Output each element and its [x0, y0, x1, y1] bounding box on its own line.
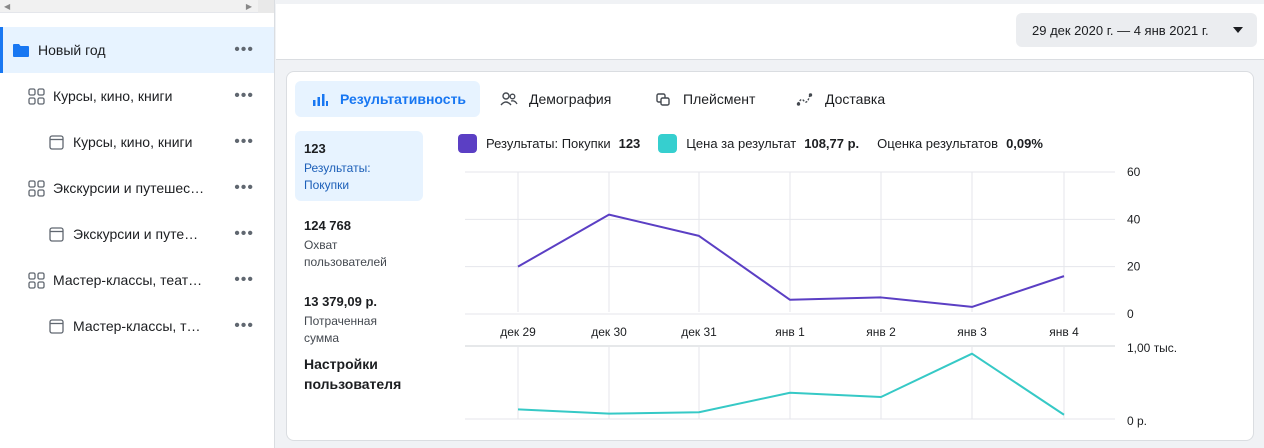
legend-swatch-results[interactable]	[458, 133, 477, 153]
tree-item-label: Мастер-классы, теа...	[73, 318, 205, 334]
x-tick-label: янв 2	[866, 325, 896, 339]
scroll-left-icon[interactable]: ◀	[4, 2, 11, 11]
adset-grid-icon	[27, 179, 45, 197]
legend-label: Цена за результат	[686, 135, 797, 151]
tree-item-label: Курсы, кино, книги	[53, 88, 173, 104]
tab-label: Доставка	[825, 91, 886, 107]
tree-item[interactable]: Курсы, кино, книги •••	[0, 73, 274, 119]
tree-item[interactable]: Экскурсии и путешест... •••	[0, 165, 274, 211]
tree-item[interactable]: Курсы, кино, книги •••	[0, 119, 274, 165]
y-tick-label: 40	[1127, 212, 1141, 226]
legend-swatch-cost[interactable]	[658, 133, 678, 153]
legend-value: 0,09%	[1006, 135, 1043, 151]
tree-item-label: Экскурсии и путешест...	[53, 180, 205, 196]
ad-window-icon	[47, 225, 65, 243]
user-settings-link[interactable]: Настройки пользователя	[304, 356, 402, 392]
metric-spend[interactable]: 13 379,09 р. Потраченная сумма	[295, 284, 423, 345]
tree-item-label: Мастер-классы, театр, ...	[53, 272, 205, 288]
y-tick-label: 0 р.	[1127, 414, 1147, 428]
tab-label: Результативность	[340, 91, 467, 107]
metric-label: Потраченная сумма	[304, 314, 377, 345]
more-options-icon[interactable]: •••	[234, 225, 254, 242]
people-icon	[499, 89, 519, 109]
more-options-icon[interactable]: •••	[234, 87, 254, 104]
x-tick-label: дек 31	[681, 325, 717, 339]
metric-label: Охват пользователей	[304, 238, 387, 269]
tree-item[interactable]: Мастер-классы, теа... •••	[0, 303, 274, 349]
tree-item[interactable]: Новый год •••	[0, 27, 274, 73]
tree-item[interactable]: Мастер-классы, театр, ... •••	[0, 257, 274, 303]
x-tick-label: янв 3	[957, 325, 987, 339]
tab-placement[interactable]: Плейсмент	[653, 81, 768, 117]
tab-performance[interactable]: Результативность	[295, 81, 480, 117]
delivery-icon	[795, 89, 815, 109]
tab-label: Плейсмент	[683, 91, 756, 107]
scroll-right-icon[interactable]: ▶	[245, 2, 252, 11]
series-line-cost	[517, 352, 1065, 416]
ad-window-icon	[47, 133, 65, 151]
ad-window-icon	[47, 317, 65, 335]
legend-value: 123	[618, 135, 641, 151]
metric-results[interactable]: 123 Результаты: Покупки	[295, 131, 423, 201]
performance-chart: 60 40 20 0 дек 29 дек 30 дек 31 янв 1 янв 2 янв 3…	[465, 165, 1177, 428]
date-range-label: 29 дек 2020 г. — 4 янв 2021 г.	[1032, 22, 1209, 38]
tree-item-label: Экскурсии и путеше...	[73, 226, 205, 242]
legend-label: Результаты: Покупки	[486, 135, 611, 151]
more-options-icon[interactable]: •••	[234, 179, 254, 196]
metric-value: 123	[304, 141, 326, 156]
tab-delivery[interactable]: Доставка	[795, 81, 905, 117]
tree-item[interactable]: Экскурсии и путеше... •••	[0, 211, 274, 257]
adset-grid-icon	[27, 271, 45, 289]
x-tick-label: дек 29	[500, 325, 536, 339]
tree-item-label: Курсы, кино, книги	[73, 134, 193, 150]
series-line-results	[517, 213, 1065, 308]
more-options-icon[interactable]: •••	[234, 271, 254, 288]
x-tick-label: янв 4	[1049, 325, 1079, 339]
y-tick-label: 1,00 тыс.	[1127, 341, 1177, 355]
metric-value: 13 379,09 р.	[304, 294, 377, 309]
tab-demographics[interactable]: Демография	[499, 81, 629, 117]
insights-card: Результативность Демография Плейсмент До…	[286, 71, 1254, 441]
metric-value: 124 768	[304, 218, 351, 233]
legend-value: 108,77 р.	[804, 135, 860, 151]
tab-label: Демография	[529, 91, 612, 107]
bar-chart-icon	[310, 89, 330, 109]
campaign-tree-sidebar: ◀ ▶ Новый год ••• Курсы, кино, книги ••• Кур…	[0, 0, 275, 448]
y-tick-label: 20	[1127, 260, 1141, 274]
more-options-icon[interactable]: •••	[234, 133, 254, 150]
horizontal-scrollbar[interactable]: ◀ ▶	[0, 0, 258, 13]
x-tick-label: дек 30	[591, 325, 627, 339]
tree-item-label: Новый год	[38, 42, 106, 58]
y-tick-label: 0	[1127, 307, 1134, 321]
x-tick-label: янв 1	[775, 325, 805, 339]
metric-label: Результаты: Покупки	[304, 161, 371, 192]
more-options-icon[interactable]: •••	[234, 317, 254, 334]
chart-legend: Результаты: Покупки 123 Цена за результа…	[458, 132, 1043, 154]
adset-grid-icon	[27, 87, 45, 105]
date-range-picker[interactable]: 29 дек 2020 г. — 4 янв 2021 г.	[1016, 13, 1257, 47]
more-options-icon[interactable]: •••	[234, 41, 254, 58]
folder-icon	[12, 41, 30, 59]
placement-icon	[653, 89, 673, 109]
metric-reach[interactable]: 124 768 Охват пользователей	[295, 208, 423, 278]
legend-label: Оценка результатов	[877, 135, 999, 151]
y-tick-label: 60	[1127, 165, 1141, 179]
scrollbar-corner	[258, 0, 274, 13]
caret-down-icon	[1233, 27, 1243, 33]
